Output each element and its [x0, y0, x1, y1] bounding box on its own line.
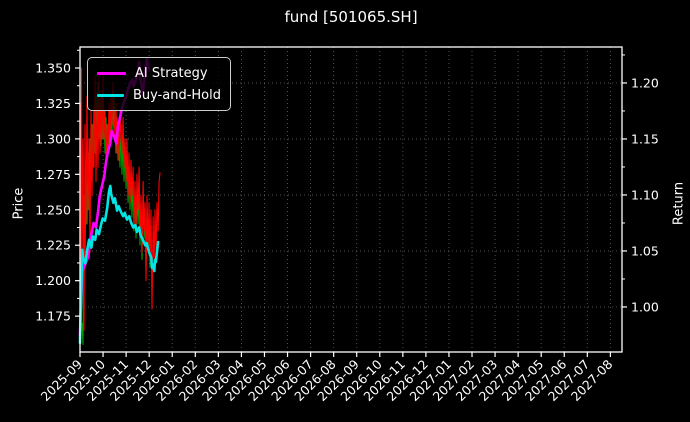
y-left-tick-label: 1.200 — [35, 273, 71, 288]
y-left-tick-label: 1.350 — [35, 60, 71, 75]
chart-title: fund [501065.SH] — [284, 8, 418, 26]
y-left-tick-label: 1.275 — [35, 167, 71, 182]
legend-item-ai-strategy: AI Strategy — [97, 64, 221, 82]
buy-and-hold-line-icon — [97, 93, 124, 97]
legend-label-ai-strategy: AI Strategy — [135, 65, 208, 81]
y-left-tick-label: 1.250 — [35, 202, 71, 217]
series-line-fund-price — [79, 67, 161, 331]
legend: AI Strategy Buy-and-Hold — [87, 57, 231, 111]
y-right-tick-label: 1.10 — [631, 187, 659, 202]
y-left-tick-label: 1.175 — [35, 309, 71, 324]
legend-label-buy-and-hold: Buy-and-Hold — [132, 87, 221, 103]
y-left-tick-label: 1.225 — [35, 238, 71, 253]
y-right-tick-label: 1.00 — [631, 299, 659, 314]
series-line-buy-and-hold — [78, 184, 160, 345]
plot-border — [79, 46, 623, 353]
y-left-tick-label: 1.300 — [35, 131, 71, 146]
legend-item-buy-and-hold: Buy-and-Hold — [97, 86, 221, 104]
ai-strategy-line-icon — [97, 71, 126, 75]
y-right-tick-label: 1.05 — [631, 243, 659, 258]
y-right-tick-label: 1.15 — [631, 131, 659, 146]
y-left-tick-label: 1.325 — [35, 96, 71, 111]
y-right-tick-label: 1.20 — [631, 75, 659, 90]
